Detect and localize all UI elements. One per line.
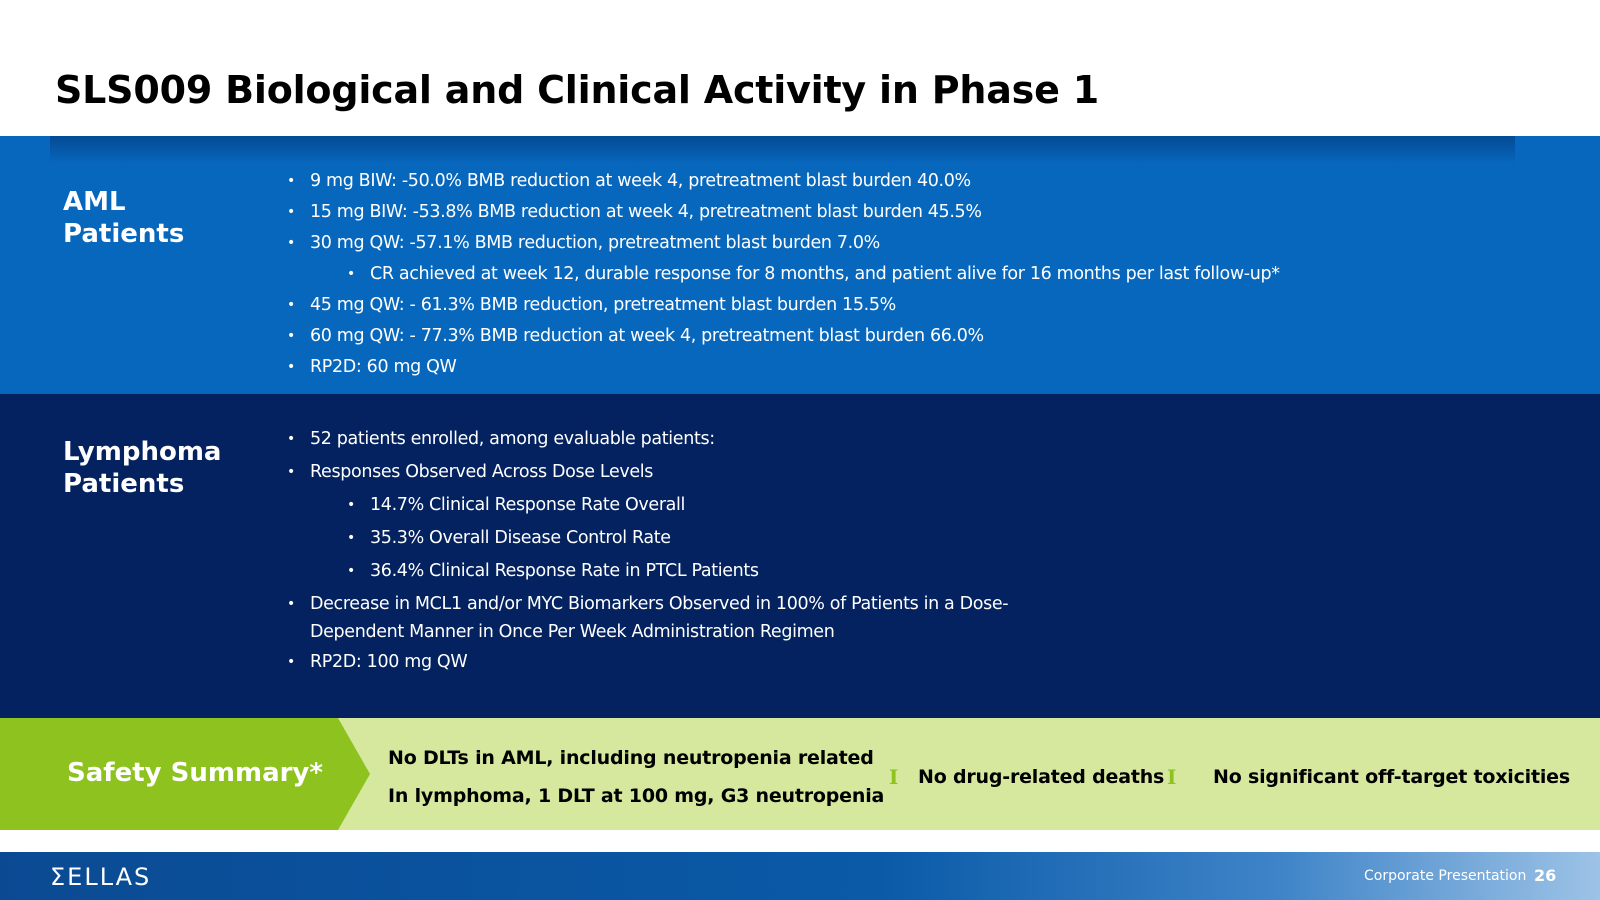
aml-bullet: • RP2D: 60 mg QW bbox=[287, 357, 457, 377]
bullet-icon: • bbox=[287, 297, 295, 313]
bullet-icon: • bbox=[287, 235, 295, 251]
lymphoma-bullet: • Responses Observed Across Dose Levels bbox=[287, 462, 654, 482]
safety-aml-dlt: No DLTs in AML, including neutropenia re… bbox=[388, 747, 874, 769]
safety-summary-band: Safety Summary* No DLTs in AML, includin… bbox=[0, 718, 1600, 830]
bullet-icon: • bbox=[347, 563, 355, 579]
bullet-icon: • bbox=[287, 328, 295, 344]
bullet-icon: • bbox=[287, 431, 295, 447]
lymphoma-sub-bullet: • 36.4% Clinical Response Rate in PTCL Pa… bbox=[347, 561, 759, 581]
safety-arrow-shape bbox=[0, 718, 370, 830]
footer-bar: ΣELLAS Corporate Presentation 26 bbox=[0, 852, 1600, 900]
safety-no-off-target: No significant off-target toxicities bbox=[1213, 766, 1570, 788]
safety-summary-label: Safety Summary* bbox=[67, 758, 323, 788]
aml-bullet: • 9 mg BIW: -50.0% BMB reduction at week … bbox=[287, 171, 971, 191]
bullet-icon: • bbox=[347, 266, 355, 282]
bullet-icon: • bbox=[287, 596, 295, 612]
aml-bullet: • 30 mg QW: -57.1% BMB reduction, pretrea… bbox=[287, 233, 880, 253]
safety-lymphoma-dlt: In lymphoma, 1 DLT at 100 mg, G3 neutrop… bbox=[388, 785, 885, 807]
page-number: 26 bbox=[1534, 866, 1557, 885]
bullet-icon: • bbox=[287, 464, 295, 480]
sellas-logo: ΣELLAS bbox=[50, 863, 152, 891]
aml-label-line1: AML bbox=[63, 187, 126, 217]
bullet-icon: • bbox=[287, 204, 295, 220]
footer-label: Corporate Presentation bbox=[1364, 868, 1527, 884]
lymphoma-bullet: • RP2D: 100 mg QW bbox=[287, 652, 468, 672]
separator-glyph: I bbox=[889, 765, 899, 789]
aml-label-line2: Patients bbox=[63, 219, 185, 249]
aml-bullet: • 60 mg QW: - 77.3% BMB reduction at week… bbox=[287, 326, 984, 346]
lymphoma-sub-bullet: • 35.3% Overall Disease Control Rate bbox=[347, 528, 671, 548]
lymphoma-label-line1: Lymphoma bbox=[63, 437, 222, 467]
bullet-icon: • bbox=[287, 654, 295, 670]
aml-section: AML Patients • 9 mg BIW: -50.0% BMB reduc… bbox=[0, 136, 1600, 394]
lymphoma-label-line2: Patients bbox=[63, 469, 185, 499]
lymphoma-bullet: • Decrease in MCL1 and/or MYC Biomarkers … bbox=[287, 594, 1009, 614]
separator-glyph: I bbox=[1167, 765, 1177, 789]
lymphoma-sub-bullet: • 14.7% Clinical Response Rate Overall bbox=[347, 495, 686, 515]
safety-no-deaths: No drug-related deaths bbox=[918, 766, 1165, 788]
slide-title: SLS009 Biological and Clinical Activity … bbox=[55, 68, 1099, 112]
bullet-icon: • bbox=[287, 173, 295, 189]
bullet-icon: • bbox=[287, 359, 295, 375]
lymphoma-bullet-continuation: Dependent Manner in Once Per Week Admini… bbox=[310, 622, 835, 642]
bullet-icon: • bbox=[347, 530, 355, 546]
lymphoma-section: Lymphoma Patients • 52 patients enrolled,… bbox=[0, 394, 1600, 718]
aml-top-shadow bbox=[50, 136, 1515, 164]
aml-bullet: • 15 mg BIW: -53.8% BMB reduction at week… bbox=[287, 202, 982, 222]
aml-bullet: • 45 mg QW: - 61.3% BMB reduction, pretre… bbox=[287, 295, 896, 315]
lymphoma-bullet: • 52 patients enrolled, among evaluable p… bbox=[287, 429, 715, 449]
bullet-icon: • bbox=[347, 497, 355, 513]
aml-label: AML Patients bbox=[63, 186, 184, 250]
aml-sub-bullet: • CR achieved at week 12, durable respons… bbox=[347, 264, 1280, 284]
lymphoma-label: Lymphoma Patients bbox=[63, 436, 221, 500]
